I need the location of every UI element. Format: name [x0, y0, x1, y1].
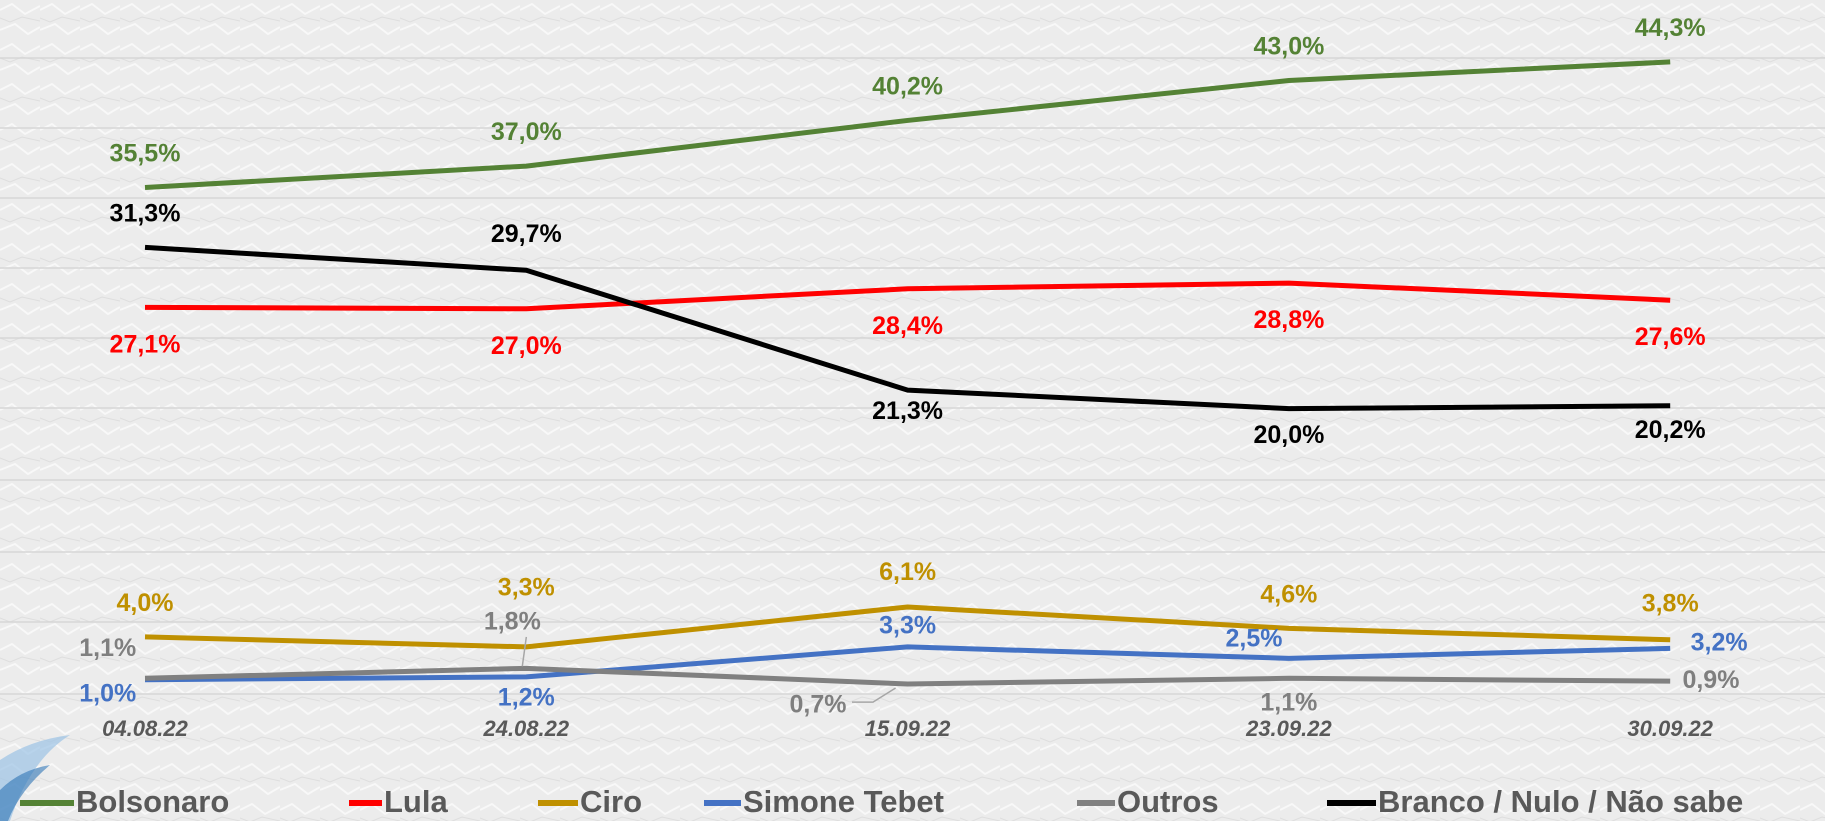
value-label: 3,3% [498, 573, 555, 601]
value-label: 1,8% [484, 608, 541, 636]
value-label: 31,3% [110, 199, 181, 227]
series-line [144, 280, 1671, 312]
series-line [144, 644, 1671, 683]
value-label: 27,0% [491, 332, 562, 360]
value-label: 35,5% [110, 140, 181, 168]
series-line [144, 59, 1671, 190]
value-label: 0,9% [1682, 666, 1739, 694]
value-label: 0,7% [789, 691, 846, 719]
value-label: 3,3% [879, 612, 936, 640]
value-label: 21,3% [872, 397, 943, 425]
value-label: 6,1% [879, 558, 936, 586]
value-label: 1,0% [79, 679, 136, 707]
x-tick-label: 23.09.22 [1245, 716, 1332, 741]
value-label: 20,0% [1253, 421, 1324, 449]
value-label: 20,2% [1635, 416, 1706, 444]
value-label: 1,2% [498, 684, 555, 712]
background-lines [0, 57, 1825, 695]
legend-label: Ciro [580, 784, 642, 819]
value-label: 44,3% [1635, 14, 1706, 42]
series-line [144, 665, 1671, 687]
legend-label: Branco / Nulo / Não sabe [1378, 784, 1743, 819]
x-tick-label: 30.09.22 [1627, 716, 1713, 741]
x-tick-label: 15.09.22 [865, 716, 951, 741]
value-label: 3,8% [1642, 589, 1699, 617]
leader-line [521, 636, 528, 667]
x-tick-label: 04.08.22 [102, 716, 188, 741]
legend-label: Lula [384, 784, 448, 819]
legend-label: Outros [1117, 784, 1219, 819]
value-label: 27,6% [1635, 323, 1706, 351]
decoration [0, 765, 50, 821]
series-line [144, 604, 1671, 650]
value-label: 43,0% [1253, 32, 1324, 60]
value-label: 37,0% [491, 118, 562, 146]
value-label: 40,2% [872, 72, 943, 100]
value-label: 1,1% [79, 634, 136, 662]
value-label: 27,1% [110, 330, 181, 358]
value-label: 2,5% [1225, 624, 1282, 652]
value-label: 28,8% [1253, 306, 1324, 334]
legend-label: Bolsonaro [76, 784, 229, 819]
legend-label: Simone Tebet [743, 784, 944, 819]
x-tick-label: 24.08.22 [482, 716, 569, 741]
value-label: 4,6% [1260, 580, 1317, 608]
leader-line [851, 687, 896, 703]
value-label: 28,4% [872, 312, 943, 340]
value-label: 1,1% [1260, 689, 1317, 717]
value-label: 29,7% [491, 220, 562, 248]
value-label: 3,2% [1691, 628, 1748, 656]
value-label: 4,0% [117, 589, 174, 617]
series-line [144, 244, 1671, 412]
